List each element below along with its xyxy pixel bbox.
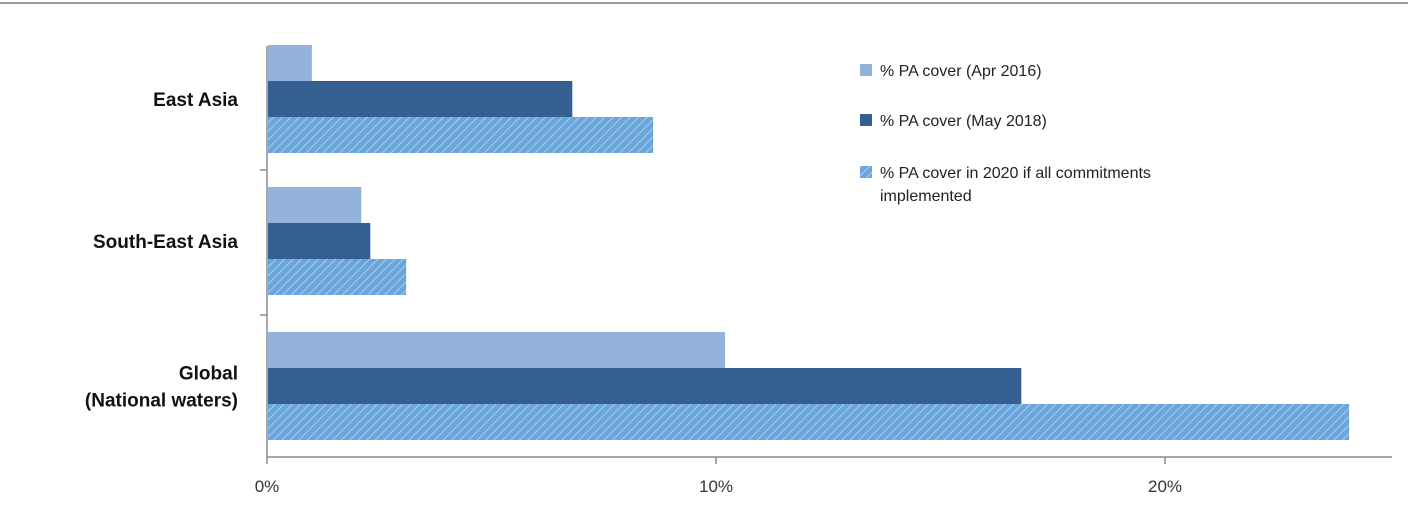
bar-2-1 bbox=[268, 81, 573, 117]
legend-swatch-2 bbox=[860, 114, 872, 126]
legend: % PA cover (Apr 2016) % PA cover (May 201… bbox=[860, 63, 1151, 205]
legend-label-3: % PA cover in 2020 if all commitments bbox=[880, 165, 1151, 182]
bar-2-2 bbox=[268, 223, 371, 259]
category-label: East Asia bbox=[153, 90, 238, 111]
category-label: Global bbox=[179, 364, 238, 385]
x-tick-label: 0% bbox=[255, 477, 280, 496]
category-label: South-East Asia bbox=[93, 232, 238, 253]
legend-swatch-1 bbox=[860, 64, 872, 76]
legend-label-3: implemented bbox=[880, 188, 972, 205]
category-label: (National waters) bbox=[85, 391, 238, 412]
bar-1-3 bbox=[268, 332, 725, 368]
bar-1-1 bbox=[268, 45, 312, 81]
bar-3-1 bbox=[268, 117, 654, 153]
legend-label-2: % PA cover (May 2018) bbox=[880, 113, 1047, 130]
bar-3-2 bbox=[268, 259, 407, 295]
legend-swatch-3 bbox=[860, 166, 872, 178]
bar-2-3 bbox=[268, 368, 1022, 404]
legend-label-1: % PA cover (Apr 2016) bbox=[880, 63, 1042, 80]
bar-3-3 bbox=[268, 404, 1350, 440]
bar-1-2 bbox=[268, 187, 362, 223]
plot-area: 0% 10% 20% East Asia South-East Asia Global (N… bbox=[85, 45, 1392, 496]
x-tick-label: 10% bbox=[699, 477, 733, 496]
x-tick-label: 20% bbox=[1148, 477, 1182, 496]
